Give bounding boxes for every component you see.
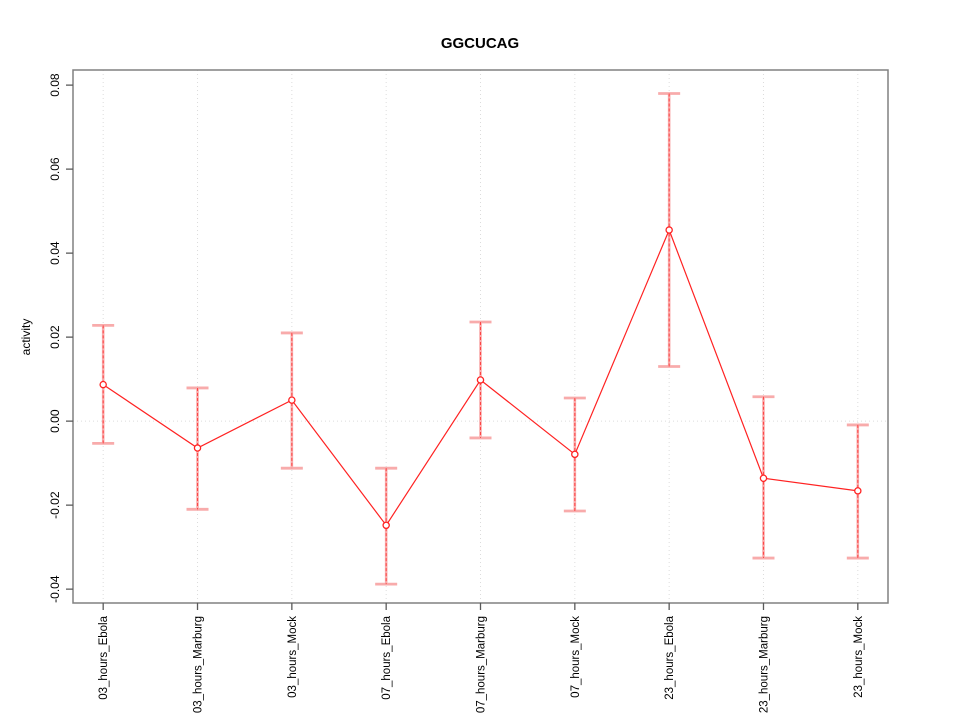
y-tick-label: 0.06 [48, 157, 62, 181]
data-point [854, 487, 862, 495]
y-tick-label: -0.04 [48, 575, 62, 603]
x-tick-label: 07_hours_Marburg [476, 616, 488, 713]
y-tick-label: 0.04 [48, 241, 62, 265]
y-axis-title: activity [19, 319, 33, 356]
x-tick-label: 23_hours_Ebola [664, 615, 676, 699]
data-point [476, 376, 485, 384]
chart-title: GGCUCAG [441, 35, 519, 52]
x-tick-label: 07_hours_Mock [570, 616, 582, 698]
x-tick-label: 23_hours_Marburg [758, 616, 770, 713]
data-point [571, 450, 579, 459]
x-tick-label: 07_hours_Ebola [381, 615, 393, 699]
x-tick-label: 03_hours_Mock [287, 616, 299, 698]
y-tick-label: -0.02 [48, 491, 62, 519]
data-point [382, 521, 390, 530]
data-point [99, 380, 107, 389]
x-tick-label: 03_hours_Ebola [98, 615, 110, 699]
data-point [759, 474, 768, 483]
x-tick-label: 23_hours_Mock [853, 616, 865, 698]
y-tick-label: 0.02 [48, 325, 62, 349]
data-point [193, 444, 202, 452]
y-tick-label: 0.08 [48, 73, 62, 97]
x-tick-label: 03_hours_Marburg [193, 616, 205, 713]
data-point [288, 396, 296, 404]
y-tick-label: 0.00 [48, 409, 62, 433]
plot-generated: -0.04 -0.02 0.00 0.02 0.04 0.06 0.08 03_hours_E… [48, 69, 889, 713]
data-point [665, 226, 673, 234]
